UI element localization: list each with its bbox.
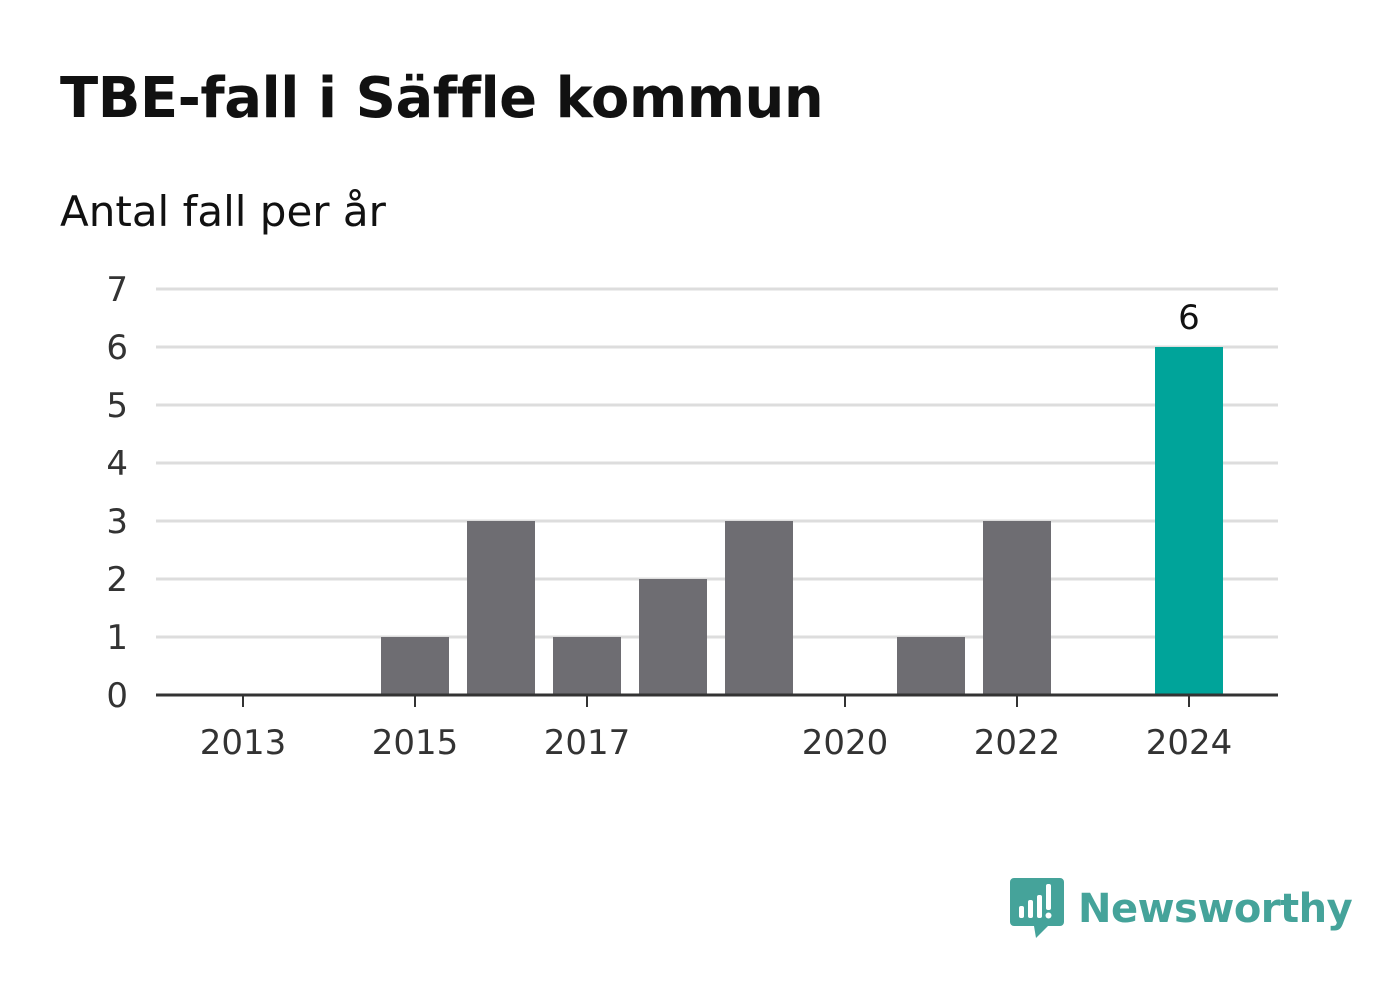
brand-name: Newsworthy [1078, 886, 1353, 932]
y-tick-label: 0 [106, 676, 128, 716]
x-tick-label: 2017 [544, 723, 631, 763]
x-tick-label: 2015 [372, 723, 459, 763]
x-axis [156, 693, 1278, 707]
y-tick-label: 6 [106, 328, 128, 368]
x-tick-label: 2013 [200, 723, 287, 763]
data-label: 6 [1178, 298, 1200, 338]
bar-2015 [381, 637, 449, 695]
gridlines [156, 287, 1278, 639]
x-tick-label: 2022 [974, 723, 1061, 763]
y-tick-label: 7 [106, 270, 128, 310]
chart-subtitle: Antal fall per år [60, 187, 386, 236]
bar-2021 [897, 637, 965, 695]
bar-chart-speech-bubble-icon [1010, 878, 1064, 938]
bar-2024 [1155, 347, 1223, 695]
x-tick-label: 2024 [1146, 723, 1233, 763]
bar-2019 [725, 521, 793, 695]
y-tick-label: 5 [106, 386, 128, 426]
y-tick-label: 4 [106, 444, 128, 484]
y-tick-label: 1 [106, 618, 128, 658]
bar-2018 [639, 579, 707, 695]
bar-2017 [553, 637, 621, 695]
bar-2016 [467, 521, 535, 695]
labels: 0 1 2 3 4 5 6 7 2013 2015 2017 2020 2022 2024 6 [106, 270, 1232, 763]
bar-2022 [983, 521, 1051, 695]
newsworthy-logo: Newsworthy [1010, 878, 1353, 940]
chart-title: TBE-fall i Säffle kommun [60, 66, 824, 131]
bars [381, 347, 1223, 695]
x-tick-label: 2020 [802, 723, 889, 763]
y-tick-label: 3 [106, 502, 128, 542]
y-tick-label: 2 [106, 560, 128, 600]
